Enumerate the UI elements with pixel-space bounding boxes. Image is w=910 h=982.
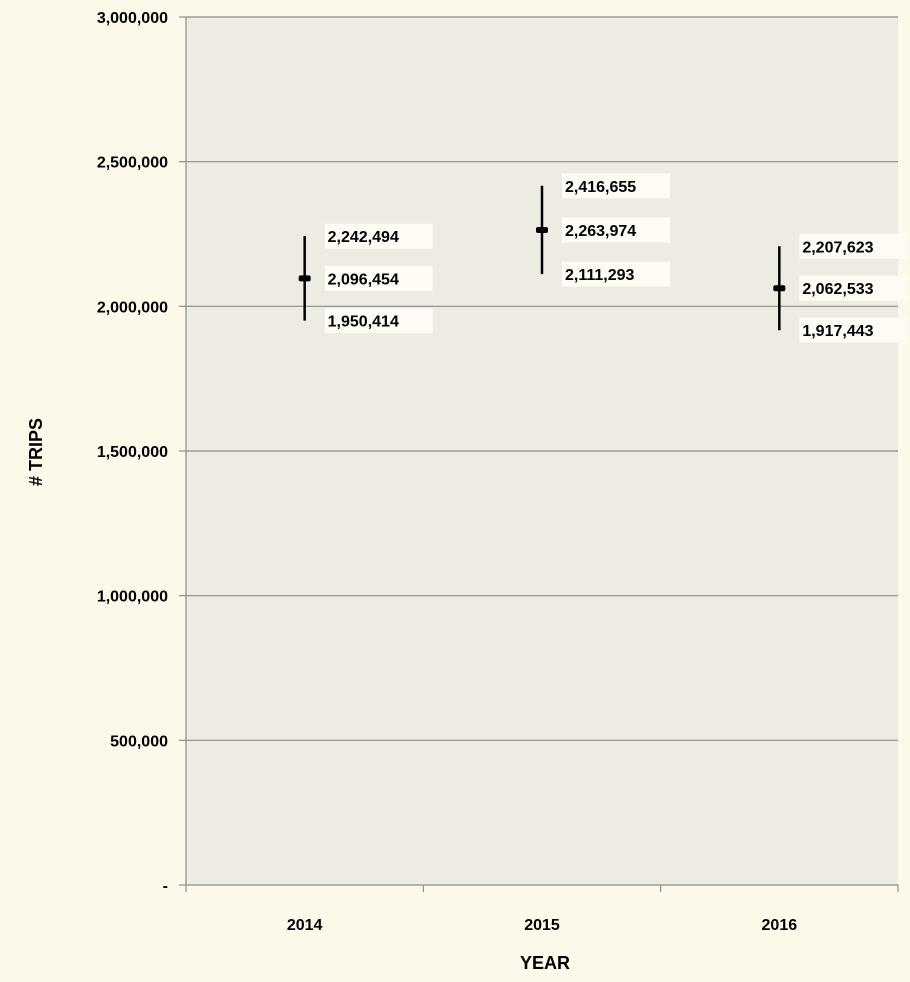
upper-label: 2,416,655 — [565, 179, 636, 196]
lower-label-background — [324, 308, 433, 334]
x-axis-title: YEAR — [520, 953, 570, 973]
value-label: 2,263,974 — [565, 223, 636, 240]
data-labels: 2,242,494 2,096,454 1,950,414 2,416,655 2,26… — [324, 173, 908, 343]
value-label-background — [562, 217, 670, 243]
data-point — [298, 275, 311, 282]
y-tick-label: 3,000,000 — [97, 10, 168, 27]
value-label: 2,096,454 — [328, 271, 399, 288]
value-label: 2,062,533 — [802, 281, 873, 298]
y-tick-label: - — [163, 878, 168, 895]
lower-label: 1,917,443 — [802, 323, 873, 340]
data-point — [773, 285, 786, 292]
y-axis-title: # TRIPS — [26, 418, 46, 486]
y-tick-label: 500,000 — [110, 733, 168, 750]
upper-label: 2,207,623 — [802, 239, 873, 256]
value-label-background — [799, 275, 908, 301]
lower-label: 2,111,293 — [565, 267, 635, 284]
data-point — [536, 226, 548, 233]
data-marks — [298, 185, 786, 331]
x-tick-labels: 2014 2015 2016 — [287, 917, 797, 934]
y-tick-label: 2,000,000 — [97, 299, 168, 316]
lower-label: 1,950,414 — [328, 314, 399, 331]
axes — [179, 16, 899, 892]
upper-label-background — [799, 233, 908, 259]
y-tick-labels: - 500,000 1,000,000 1,500,000 2,000,000 2,500… — [97, 10, 168, 895]
x-tick-label: 2014 — [287, 917, 323, 934]
y-tick-label: 1,500,000 — [97, 444, 168, 461]
y-tick-label: 1,000,000 — [97, 589, 168, 606]
lower-label-background — [562, 261, 670, 287]
upper-label-background — [562, 173, 670, 199]
lower-label-background — [799, 317, 908, 343]
value-label-background — [324, 265, 433, 291]
upper-label-background — [324, 223, 433, 249]
y-tick-label: 2,500,000 — [97, 155, 168, 172]
x-tick-label: 2015 — [524, 917, 560, 934]
x-tick-label: 2016 — [762, 917, 798, 934]
upper-label: 2,242,494 — [328, 229, 399, 246]
